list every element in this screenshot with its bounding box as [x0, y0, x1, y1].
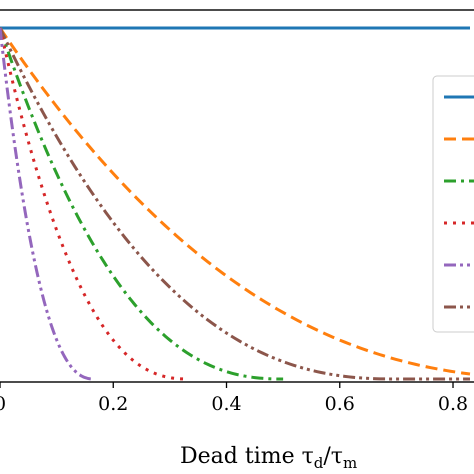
x-axis: 0 0.2 0.4 0.6 0.8 [0, 382, 468, 415]
plot-area [0, 9, 474, 383]
series-line-2 [0, 27, 471, 376]
x-tick-label-2: 0.2 [98, 393, 128, 415]
series-line-6 [0, 27, 95, 381]
legend [432, 75, 474, 333]
series-line-5 [0, 27, 189, 381]
x-tick-label-5: 0.8 [438, 393, 468, 415]
series-line-3 [0, 27, 284, 381]
legend-box [432, 75, 474, 333]
x-tick-label-4: 0.6 [325, 393, 355, 415]
series-layer [0, 26, 471, 381]
x-tick-label-1: 0 [0, 393, 6, 415]
x-axis-label: Dead time τd/τm [180, 444, 357, 472]
x-tick-label-3: 0.4 [211, 393, 241, 415]
legend-items [444, 95, 474, 309]
plot-frame [0, 9, 474, 383]
series-line-4 [0, 27, 470, 381]
